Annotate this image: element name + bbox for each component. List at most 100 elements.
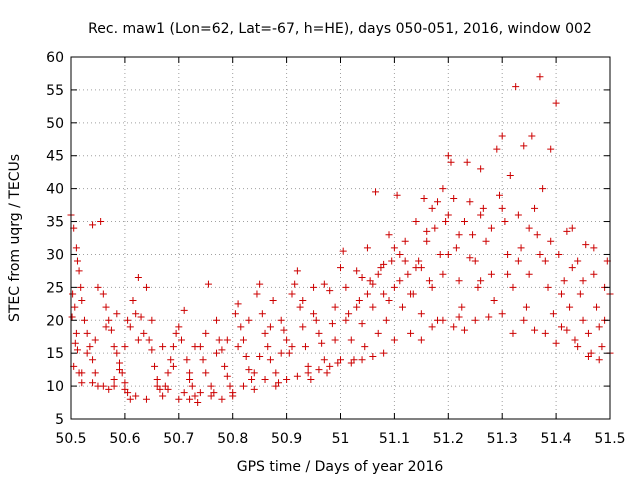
data-point [320, 356, 328, 364]
data-point [501, 218, 509, 226]
data-point [159, 392, 167, 400]
data-point [202, 329, 210, 337]
chart-title: Rec. maw1 (Lon=62, Lat=-67, h=HE), days … [88, 21, 592, 37]
data-point [555, 250, 563, 258]
data-point [99, 382, 107, 390]
data-point [563, 326, 571, 334]
y-tick-label: 60 [46, 50, 64, 66]
data-point [102, 323, 110, 331]
data-point [466, 198, 474, 206]
data-point [97, 218, 105, 226]
data-point [132, 392, 140, 400]
data-point [299, 297, 307, 305]
data-point [277, 316, 285, 324]
data-point [520, 142, 528, 150]
data-point [307, 376, 315, 384]
data-point [218, 395, 226, 403]
y-tick-label: 55 [46, 83, 64, 99]
data-point [434, 198, 442, 206]
data-point [323, 369, 331, 377]
data-point [331, 303, 339, 311]
data-point [477, 165, 485, 173]
data-point [531, 204, 539, 212]
data-point [253, 290, 261, 298]
data-point [339, 247, 347, 255]
data-point [369, 280, 377, 288]
data-point [363, 290, 371, 298]
data-point [71, 339, 79, 347]
data-point [584, 352, 592, 360]
data-point [110, 376, 118, 384]
data-point [549, 310, 557, 318]
data-point [277, 349, 285, 357]
data-point [256, 352, 264, 360]
x-tick-label: 50.9 [271, 431, 302, 447]
x-tick-label: 51.2 [433, 431, 464, 447]
data-point [245, 316, 253, 324]
data-point [423, 237, 431, 245]
data-point [450, 195, 458, 203]
data-point [509, 283, 517, 291]
data-point [169, 343, 177, 351]
data-point [547, 237, 555, 245]
y-tick-label: 25 [46, 280, 64, 296]
data-point [256, 280, 264, 288]
x-tick-label: 50.7 [163, 431, 194, 447]
data-point [223, 372, 231, 380]
data-point [229, 392, 237, 400]
data-point [245, 366, 253, 374]
data-point [239, 336, 247, 344]
data-point [328, 320, 336, 328]
data-point [347, 336, 355, 344]
data-point [584, 329, 592, 337]
data-point [487, 224, 495, 232]
data-point [552, 99, 560, 107]
data-point [72, 244, 80, 252]
data-point [312, 316, 320, 324]
data-point [320, 280, 328, 288]
data-point [541, 329, 549, 337]
data-point [89, 379, 97, 387]
data-point [450, 323, 458, 331]
data-point [504, 250, 512, 258]
y-tick-label: 10 [46, 379, 64, 395]
data-point [124, 316, 132, 324]
data-point [188, 382, 196, 390]
data-point [304, 362, 312, 370]
data-point [91, 369, 99, 377]
data-point [504, 270, 512, 278]
data-point [347, 359, 355, 367]
data-point [250, 369, 258, 377]
data-point [148, 316, 156, 324]
data-point [134, 336, 142, 344]
data-points [67, 73, 614, 407]
data-point [73, 346, 81, 354]
data-point [428, 323, 436, 331]
data-point [142, 283, 150, 291]
data-point [204, 280, 212, 288]
data-point [250, 385, 258, 393]
data-point [283, 376, 291, 384]
data-point [404, 270, 412, 278]
data-point [390, 283, 398, 291]
data-point [315, 329, 323, 337]
data-point [512, 83, 520, 91]
y-tick-label: 40 [46, 182, 64, 198]
data-point [153, 382, 161, 390]
data-point [353, 303, 361, 311]
data-point [231, 310, 239, 318]
data-point [398, 303, 406, 311]
data-point [525, 224, 533, 232]
data-point [142, 395, 150, 403]
data-point [390, 244, 398, 252]
data-point [105, 316, 113, 324]
data-point [568, 224, 576, 232]
x-tick-label: 50.8 [217, 431, 248, 447]
data-point [439, 185, 447, 193]
data-point [407, 329, 415, 337]
data-point [388, 257, 396, 265]
y-tick-label: 45 [46, 149, 64, 165]
data-point [477, 211, 485, 219]
data-point [261, 329, 269, 337]
data-point [496, 191, 504, 199]
